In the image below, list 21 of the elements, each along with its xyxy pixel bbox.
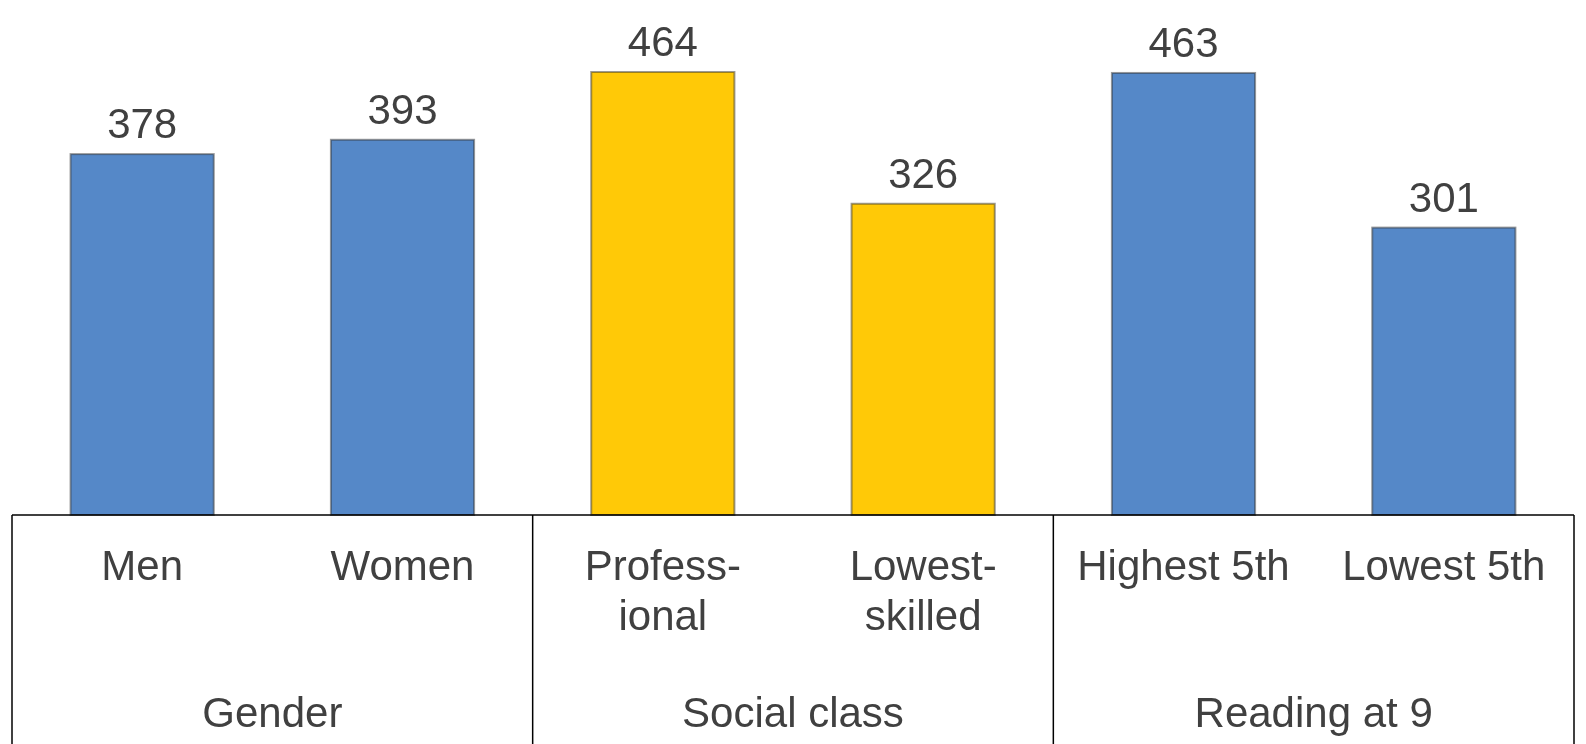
bar <box>1110 71 1257 516</box>
data-label: 326 <box>888 149 959 197</box>
data-label: 301 <box>1408 173 1479 221</box>
x-tick-label: Profess- ional <box>584 542 742 639</box>
data-label: 393 <box>367 85 438 133</box>
x-tick-label: Men <box>101 542 184 589</box>
bar <box>590 71 736 516</box>
x-tick-label: Lowest 5th <box>1342 542 1546 589</box>
bar <box>329 138 476 516</box>
x-tick-label: Lowest- skilled <box>849 542 997 639</box>
bar <box>69 153 215 516</box>
x-tick-label: Highest 5th <box>1077 542 1290 589</box>
bar <box>1371 226 1517 516</box>
data-label: 463 <box>1148 18 1219 66</box>
text: Social class <box>682 689 904 736</box>
text: Reading at 9 <box>1194 689 1433 736</box>
data-label: 464 <box>627 18 698 65</box>
x-tick-label: Women <box>330 542 475 589</box>
bar <box>850 202 996 516</box>
data-label: 378 <box>107 100 178 148</box>
text: Gender <box>202 689 343 736</box>
